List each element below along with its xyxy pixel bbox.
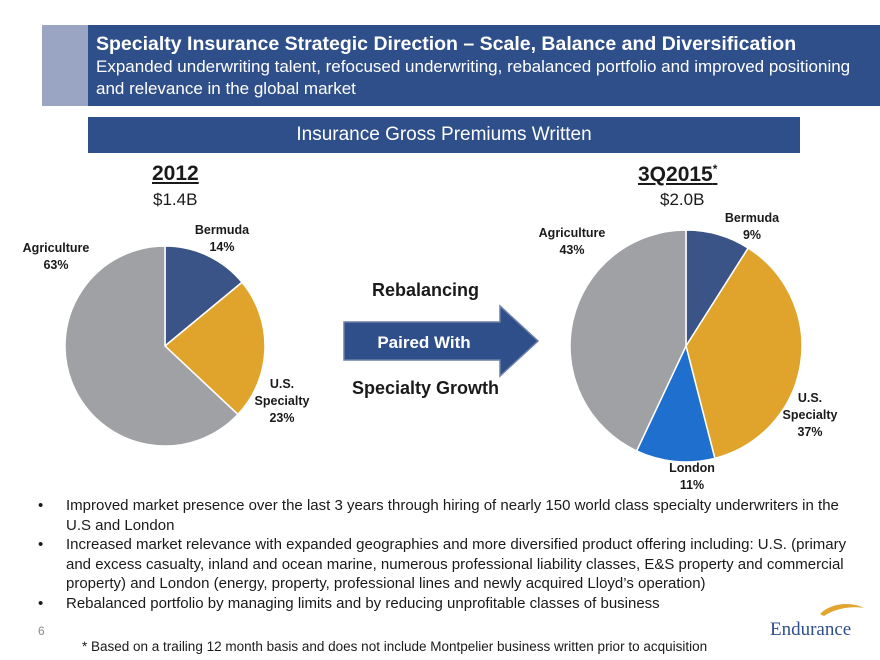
endurance-logo-swoosh-icon [820,604,864,616]
pie-chart-2012 [64,245,266,447]
pie-slice-agriculture [569,229,687,452]
pie-data-label: Agriculture 43% [539,226,606,257]
chart-subtitle-2015: $2.0B [660,190,705,209]
pie-slice-u-s-specialty [163,281,266,416]
chart-title-2015-text: 3Q2015 [638,163,713,186]
bullet-item: Rebalanced portfolio by managing limits … [30,594,860,614]
chart-title-2015: 3Q2015* [638,162,717,187]
rebalancing-label: Rebalancing [372,280,480,300]
pie-chart-2015 [569,229,803,463]
pie-data-label: Bermuda 9% [725,211,780,242]
pie-data-label: U.S. Specialty 37% [783,391,838,439]
pie-data-label: Agriculture 63% [23,241,90,272]
pie-slice-london [635,343,716,463]
pie-data-label: Bermuda 14% [195,223,250,254]
pie-slice-bermuda [164,245,244,348]
section-band: Insurance Gross Premiums Written [88,117,800,153]
slide-subtitle: Expanded underwriting talent, refocused … [96,57,851,98]
bullet-item: Improved market presence over the last 3… [30,496,860,535]
logo-text: Endurance [770,619,852,640]
pie-slice-agriculture [64,245,239,447]
arrow-shape [343,304,540,378]
pie-data-label: U.S. Specialty 23% [255,377,310,425]
arrow-label: Paired With [377,333,471,352]
header-banner: Specialty Insurance Strategic Direction … [88,25,880,106]
specialty-growth-label: Specialty Growth [352,378,500,398]
bullet-list: Improved market presence over the last 3… [30,496,860,613]
pie-labels: Bermuda 14% U.S. Specialty 23% Agriculture 63%… [23,211,838,492]
header-accent-bar [42,25,88,106]
pie-data-label: London 11% [669,461,715,492]
footnote-marker: * [712,162,718,176]
page-number: 6 [38,624,45,638]
footnote: * Based on a trailing 12 month basis and… [82,639,708,654]
bullet-item: Increased market relevance with expanded… [30,535,860,594]
slide-title: Specialty Insurance Strategic Direction … [96,33,797,55]
chart-subtitle-2012: $1.4B [153,190,198,209]
chart-title-2012: 2012 [152,162,199,185]
pie-slice-u-s-specialty [685,247,803,460]
